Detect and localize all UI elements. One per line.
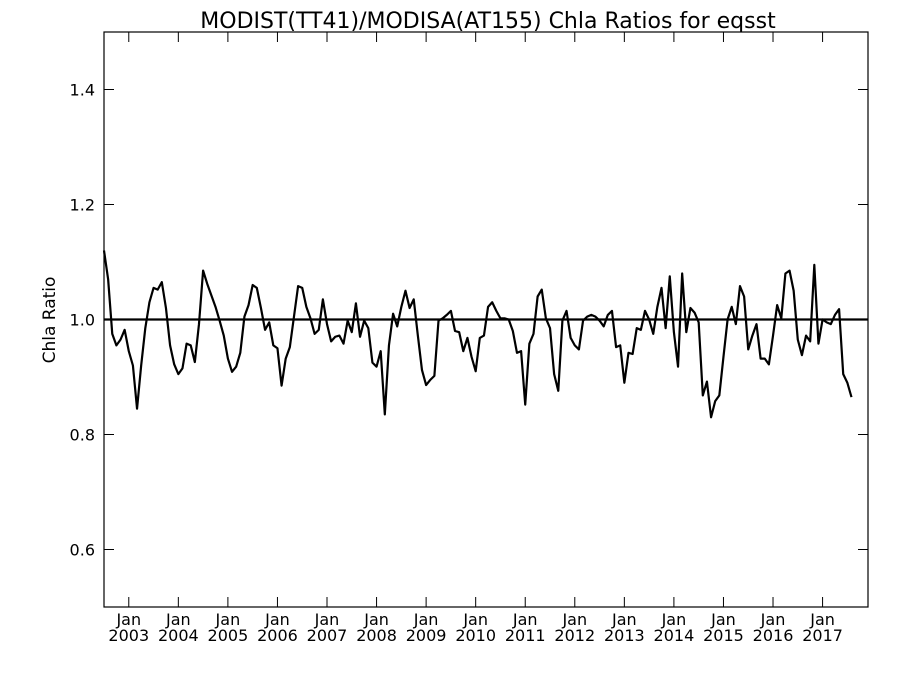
x-tick-year-label: 2013 — [604, 626, 645, 645]
x-tick-year-label: 2004 — [158, 626, 199, 645]
x-tick-month-label: Jan — [760, 610, 786, 629]
x-tick-month-label: Jan — [264, 610, 290, 629]
x-tick-year-label: 2017 — [802, 626, 843, 645]
x-tick-month-label: Jan — [314, 610, 340, 629]
x-tick-month-label: Jan — [561, 610, 587, 629]
series-layer — [102, 250, 853, 419]
x-tick-month-label: Jan — [165, 610, 191, 629]
x-tick-year-label: 2005 — [208, 626, 249, 645]
y-tick-label: 0.8 — [70, 426, 95, 445]
x-tick-month-label: Jan — [363, 610, 389, 629]
x-tick-month-label: Jan — [710, 610, 736, 629]
x-tick-year-label: 2009 — [406, 626, 447, 645]
x-tick-year-label: 2016 — [753, 626, 794, 645]
x-tick-year-label: 2010 — [455, 626, 496, 645]
x-tick-year-label: 2012 — [554, 626, 595, 645]
series-line — [102, 250, 853, 419]
y-tick-label: 0.6 — [70, 541, 95, 560]
plot-frame — [103, 31, 869, 608]
x-tick-month-label: Jan — [115, 610, 141, 629]
x-tick-month-label: Jan — [215, 610, 241, 629]
x-tick-year-label: 2008 — [356, 626, 397, 645]
chart-title: MODIST(TT41)/MODISA(AT155) Chla Ratios f… — [200, 9, 776, 34]
y-axis-label: Chla Ratio — [40, 277, 60, 364]
x-tick-year-label: 2015 — [703, 626, 744, 645]
x-tick-year-label: 2007 — [307, 626, 348, 645]
y-tick-label: 1.2 — [70, 196, 95, 215]
x-tick-month-label: Jan — [809, 610, 835, 629]
x-tick-month-label: Jan — [512, 610, 538, 629]
y-tick-label: 1.0 — [70, 311, 95, 330]
x-tick-year-label: 2006 — [257, 626, 298, 645]
x-tick-year-label: 2014 — [654, 626, 695, 645]
x-tick-year-label: 2011 — [505, 626, 546, 645]
x-tick-month-label: Jan — [413, 610, 439, 629]
x-tick-month-label: Jan — [611, 610, 637, 629]
ticks-layer: 0.60.81.01.21.4Jan2003Jan2004Jan2005Jan2… — [70, 32, 868, 645]
x-tick-year-label: 2003 — [108, 626, 149, 645]
y-tick-label: 1.4 — [70, 81, 95, 100]
x-tick-month-label: Jan — [462, 610, 488, 629]
x-tick-month-label: Jan — [661, 610, 687, 629]
